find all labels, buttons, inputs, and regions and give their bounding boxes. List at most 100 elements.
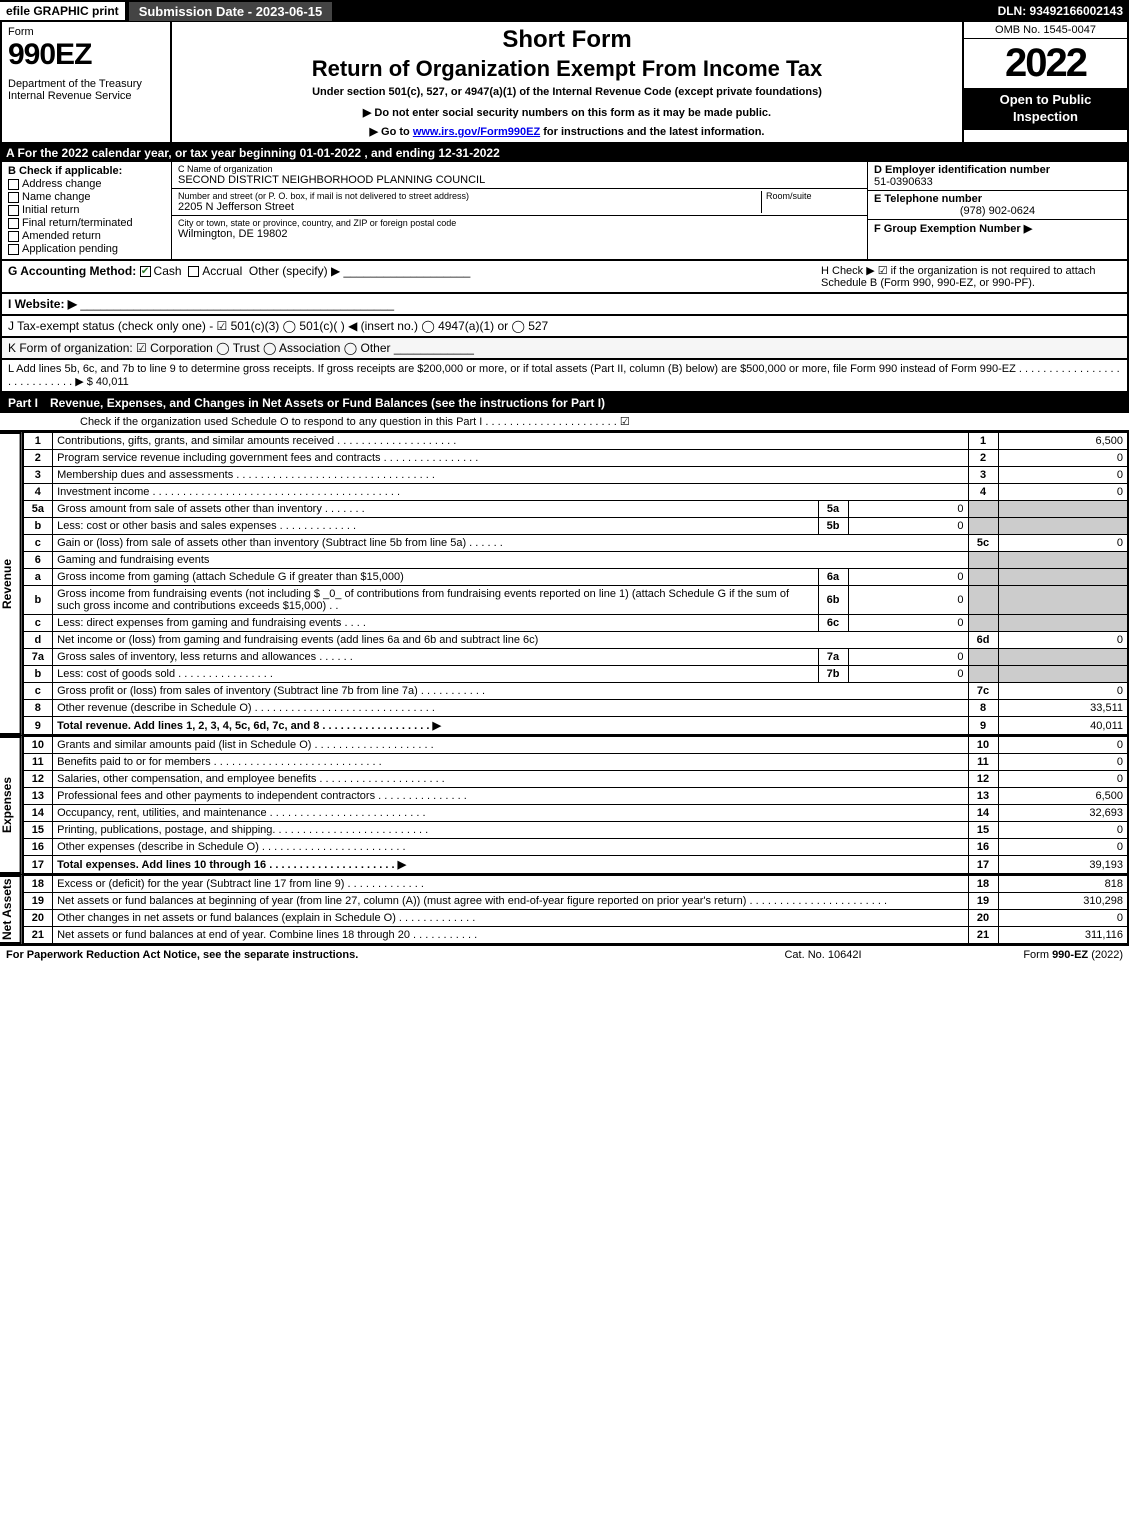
c-street: 2205 N Jefferson Street [178, 201, 294, 213]
checkbox-icon[interactable] [8, 218, 19, 229]
header-right: OMB No. 1545-0047 2022 Open to Public In… [962, 22, 1127, 142]
c-room-label: Room/suite [766, 191, 861, 201]
g-label: G Accounting Method: [8, 264, 136, 278]
i-label: I Website: ▶ [8, 297, 77, 311]
c-street-label: Number and street (or P. O. box, if mail… [178, 191, 761, 201]
line-14: 14Occupancy, rent, utilities, and mainte… [23, 805, 1128, 822]
c-city-label: City or town, state or province, country… [178, 218, 456, 228]
section-def: D Employer identification number 51-0390… [867, 162, 1127, 259]
expenses-table: 10Grants and similar amounts paid (list … [22, 736, 1129, 874]
omb-number: OMB No. 1545-0047 [964, 22, 1127, 39]
section-l: L Add lines 5b, 6c, and 7b to line 9 to … [0, 360, 1129, 393]
c-name-label: C Name of organization [178, 164, 861, 174]
irs-link-line: ▶ Go to www.irs.gov/Form990EZ for instru… [178, 125, 956, 138]
c-city-row: City or town, state or province, country… [172, 216, 867, 242]
line-2: 2Program service revenue including gover… [23, 450, 1128, 467]
line-11: 11Benefits paid to or for members . . . … [23, 754, 1128, 771]
revenue-side-label: Revenue [0, 432, 22, 735]
checkbox-accrual-icon[interactable] [188, 266, 199, 277]
submission-date: Submission Date - 2023-06-15 [129, 2, 333, 21]
line-6a: aGross income from gaming (attach Schedu… [23, 569, 1128, 586]
b-item-4[interactable]: Amended return [8, 230, 165, 242]
b-title: B Check if applicable: [8, 165, 122, 177]
line-16: 16Other expenses (describe in Schedule O… [23, 839, 1128, 856]
line-6: 6Gaming and fundraising events [23, 552, 1128, 569]
footer-right: Form 990-EZ (2022) [923, 949, 1123, 961]
line-6b: bGross income from fundraising events (n… [23, 586, 1128, 615]
section-gh: G Accounting Method: Cash Accrual Other … [0, 261, 1129, 294]
line-15: 15Printing, publications, postage, and s… [23, 822, 1128, 839]
link-post: for instructions and the latest informat… [540, 126, 764, 138]
form-subtitle: Under section 501(c), 527, or 4947(a)(1)… [178, 86, 956, 98]
page-footer: For Paperwork Reduction Act Notice, see … [0, 944, 1129, 964]
line-20: 20Other changes in net assets or fund ba… [23, 910, 1128, 927]
line-13: 13Professional fees and other payments t… [23, 788, 1128, 805]
department: Department of the Treasury Internal Reve… [8, 78, 164, 102]
top-bar: efile GRAPHIC print Submission Date - 20… [0, 0, 1129, 22]
irs-link[interactable]: www.irs.gov/Form990EZ [413, 126, 540, 138]
line-17: 17Total expenses. Add lines 10 through 1… [23, 856, 1128, 874]
part-1-sub: Check if the organization used Schedule … [0, 413, 1129, 431]
c-street-row: Number and street (or P. O. box, if mail… [172, 189, 867, 216]
c-name-row: C Name of organization SECOND DISTRICT N… [172, 162, 867, 189]
ssn-note: ▶ Do not enter social security numbers o… [178, 106, 956, 119]
tax-year: 2022 [964, 39, 1127, 88]
header-mid: Short Form Return of Organization Exempt… [172, 22, 962, 142]
line-6c: cLess: direct expenses from gaming and f… [23, 615, 1128, 632]
section-bcd: B Check if applicable: Address change Na… [0, 162, 1129, 261]
section-b: B Check if applicable: Address change Na… [2, 162, 172, 259]
checkbox-icon[interactable] [8, 231, 19, 242]
form-word: Form [8, 26, 164, 38]
b-item-3[interactable]: Final return/terminated [8, 217, 165, 229]
g-cash: Cash [154, 264, 182, 278]
form-title: Return of Organization Exempt From Incom… [178, 56, 956, 82]
c-city: Wilmington, DE 19802 [178, 228, 287, 240]
h-text: H Check ▶ ☑ if the organization is not r… [821, 264, 1121, 289]
section-i: I Website: ▶ ___________________________… [0, 294, 1129, 316]
line-21: 21Net assets or fund balances at end of … [23, 927, 1128, 944]
checkbox-icon[interactable] [8, 244, 19, 255]
section-a-text: A For the 2022 calendar year, or tax yea… [6, 146, 500, 160]
line-3: 3Membership dues and assessments . . . .… [23, 467, 1128, 484]
b-item-0[interactable]: Address change [8, 178, 165, 190]
b-item-5[interactable]: Application pending [8, 243, 165, 255]
line-5c: cGain or (loss) from sale of assets othe… [23, 535, 1128, 552]
dln-label: DLN: 93492166002143 [998, 4, 1129, 18]
netassets-side-label: Net Assets [0, 875, 22, 944]
line-7b: bLess: cost of goods sold . . . . . . . … [23, 666, 1128, 683]
line-12: 12Salaries, other compensation, and empl… [23, 771, 1128, 788]
revenue-table: 1Contributions, gifts, grants, and simil… [22, 432, 1129, 735]
part-1-header: Part I Revenue, Expenses, and Changes in… [0, 393, 1129, 413]
f-group-label: F Group Exemption Number ▶ [874, 223, 1032, 235]
expenses-section: Expenses 10Grants and similar amounts pa… [0, 735, 1129, 874]
short-form: Short Form [178, 26, 956, 54]
line-9: 9Total revenue. Add lines 1, 2, 3, 4, 5c… [23, 717, 1128, 735]
line-1: 1Contributions, gifts, grants, and simil… [23, 433, 1128, 450]
g-accrual: Accrual [202, 264, 242, 278]
form-number: 990EZ [8, 38, 164, 72]
line-5a: 5aGross amount from sale of assets other… [23, 501, 1128, 518]
line-8: 8Other revenue (describe in Schedule O) … [23, 700, 1128, 717]
checkbox-icon[interactable] [8, 179, 19, 190]
k-text: K Form of organization: ☑ Corporation ◯ … [8, 341, 391, 355]
link-pre: ▶ Go to [370, 126, 413, 138]
section-k: K Form of organization: ☑ Corporation ◯ … [0, 338, 1129, 360]
line-19: 19Net assets or fund balances at beginni… [23, 893, 1128, 910]
e-phone: (978) 902-0624 [874, 205, 1121, 217]
efile-label[interactable]: efile GRAPHIC print [0, 2, 125, 20]
line-7c: cGross profit or (loss) from sales of in… [23, 683, 1128, 700]
part-1-title: Revenue, Expenses, and Changes in Net As… [50, 396, 605, 410]
line-7a: 7aGross sales of inventory, less returns… [23, 649, 1128, 666]
line-18: 18Excess or (deficit) for the year (Subt… [23, 876, 1128, 893]
checkbox-icon[interactable] [8, 192, 19, 203]
d-ein: 51-0390633 [874, 176, 933, 188]
header-left: Form 990EZ Department of the Treasury In… [2, 22, 172, 142]
l-text: L Add lines 5b, 6c, and 7b to line 9 to … [8, 363, 1120, 388]
checkbox-cash-icon[interactable] [140, 266, 151, 277]
line-5b: bLess: cost or other basis and sales exp… [23, 518, 1128, 535]
b-item-1[interactable]: Name change [8, 191, 165, 203]
b-item-2[interactable]: Initial return [8, 204, 165, 216]
checkbox-icon[interactable] [8, 205, 19, 216]
part-1-num: Part I [8, 396, 50, 410]
section-j: J Tax-exempt status (check only one) - ☑… [0, 316, 1129, 338]
